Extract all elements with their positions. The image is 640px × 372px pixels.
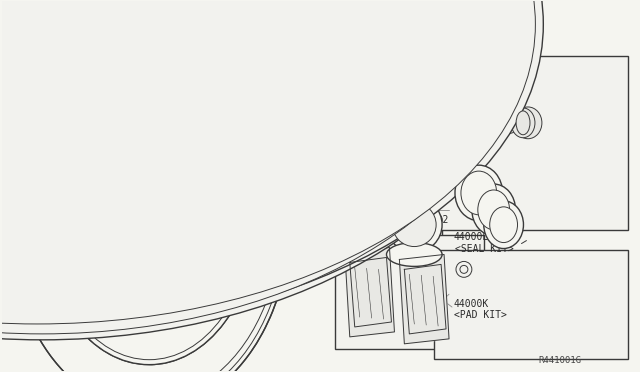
Text: 44000A: 44000A	[102, 56, 137, 66]
Bar	[434, 56, 628, 230]
Ellipse shape	[0, 0, 529, 340]
Ellipse shape	[275, 152, 286, 168]
Ellipse shape	[127, 188, 171, 247]
Text: <BOOT SLEEVE KIT>: <BOOT SLEEVE KIT>	[435, 46, 535, 56]
Text: 44000L: 44000L	[454, 232, 489, 242]
Ellipse shape	[478, 190, 509, 230]
Ellipse shape	[472, 184, 516, 235]
Ellipse shape	[456, 262, 472, 277]
Text: <SEAL KIT>: <SEAL KIT>	[455, 244, 514, 254]
Ellipse shape	[307, 81, 323, 95]
Ellipse shape	[0, 0, 543, 330]
Ellipse shape	[8, 24, 290, 372]
Text: 44128: 44128	[355, 51, 384, 61]
Ellipse shape	[387, 162, 442, 218]
Ellipse shape	[172, 107, 192, 135]
Text: R441001G: R441001G	[538, 356, 581, 365]
Ellipse shape	[387, 197, 442, 253]
Ellipse shape	[160, 68, 172, 84]
Ellipse shape	[392, 168, 436, 212]
Ellipse shape	[287, 81, 303, 95]
Ellipse shape	[206, 67, 216, 81]
Ellipse shape	[511, 108, 535, 138]
Ellipse shape	[285, 67, 305, 85]
Polygon shape	[449, 51, 516, 90]
Ellipse shape	[392, 203, 436, 247]
Ellipse shape	[275, 222, 286, 238]
Polygon shape	[345, 247, 394, 337]
Text: 44001 (RH): 44001 (RH)	[412, 155, 471, 165]
Ellipse shape	[62, 213, 82, 241]
Ellipse shape	[305, 67, 325, 85]
Ellipse shape	[346, 78, 360, 90]
Text: 44000K: 44000K	[454, 299, 489, 309]
Ellipse shape	[95, 116, 115, 144]
Ellipse shape	[484, 201, 524, 248]
Ellipse shape	[514, 107, 542, 139]
Ellipse shape	[490, 207, 518, 243]
Ellipse shape	[455, 165, 502, 221]
Ellipse shape	[355, 101, 374, 121]
Ellipse shape	[0, 0, 520, 334]
Text: 44011 (LH): 44011 (LH)	[412, 167, 471, 177]
Ellipse shape	[387, 243, 442, 266]
Ellipse shape	[107, 301, 127, 329]
Ellipse shape	[442, 73, 456, 97]
Bar	[335, 235, 484, 349]
Ellipse shape	[42, 71, 257, 365]
Bar	[434, 250, 628, 359]
Ellipse shape	[503, 39, 531, 71]
Ellipse shape	[505, 44, 519, 67]
Ellipse shape	[450, 132, 464, 156]
Ellipse shape	[92, 138, 207, 297]
Polygon shape	[399, 254, 449, 344]
Text: <BLEEDER CAP KIT>: <BLEEDER CAP KIT>	[345, 63, 445, 73]
Ellipse shape	[184, 292, 204, 320]
Ellipse shape	[516, 111, 530, 135]
Ellipse shape	[500, 41, 524, 70]
Ellipse shape	[461, 171, 497, 215]
Text: 44000S: 44000S	[451, 34, 486, 44]
Ellipse shape	[387, 208, 442, 232]
Polygon shape	[457, 119, 526, 150]
Text: 44122: 44122	[419, 215, 449, 225]
Ellipse shape	[317, 143, 392, 247]
Ellipse shape	[0, 0, 536, 324]
Text: <PAD KIT>: <PAD KIT>	[454, 310, 507, 320]
Ellipse shape	[345, 89, 361, 103]
